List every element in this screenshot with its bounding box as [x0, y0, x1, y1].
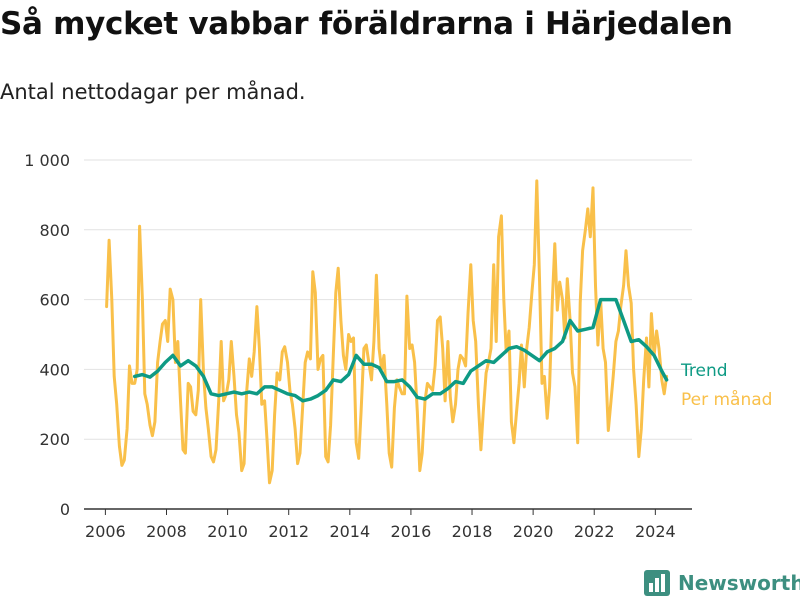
- trend-series-line: [132, 297, 669, 403]
- legend: Trend Per månad: [680, 361, 772, 410]
- x-tick-label: 2010: [207, 522, 248, 541]
- y-tick-label: 800: [39, 221, 70, 240]
- chart-title: Så mycket vabbar föräldrarna i Härjedale…: [0, 6, 733, 42]
- legend-monthly-label: Per månad: [681, 389, 772, 410]
- bar-chart-logo-icon: [644, 570, 670, 596]
- x-tick-label: 2020: [513, 522, 554, 541]
- chart-subtitle: Antal nettodagar per månad.: [0, 80, 306, 104]
- y-tick-label: 1 000: [24, 151, 70, 170]
- x-tick-label: 2022: [574, 522, 615, 541]
- newsworthy-brand[interactable]: Newsworthy: [644, 568, 800, 598]
- legend-trend-label: Trend: [680, 361, 728, 381]
- x-tick-label: 2018: [452, 522, 493, 541]
- y-tick-label: 400: [39, 360, 70, 379]
- x-tick-label: 2012: [268, 522, 309, 541]
- series-layer: [105, 179, 669, 485]
- y-axis-ticks: 0 200 400 600 800 1 000: [24, 151, 70, 519]
- x-axis-ticks: 2006 2008 2010 2012 2014 2016 2018 2020 2022 2024: [85, 509, 676, 541]
- brand-name: Newsworthy: [678, 571, 800, 595]
- x-tick-label: 2008: [146, 522, 187, 541]
- grid-lines: [84, 159, 692, 510]
- y-tick-label: 600: [39, 291, 70, 310]
- x-tick-label: 2016: [391, 522, 432, 541]
- y-tick-label: 200: [39, 430, 70, 449]
- x-tick-label: 2006: [85, 522, 126, 541]
- y-tick-label: 0: [60, 500, 70, 519]
- x-tick-label: 2014: [329, 522, 370, 541]
- x-tick-label: 2024: [635, 522, 676, 541]
- monthly-series-line: [105, 179, 669, 485]
